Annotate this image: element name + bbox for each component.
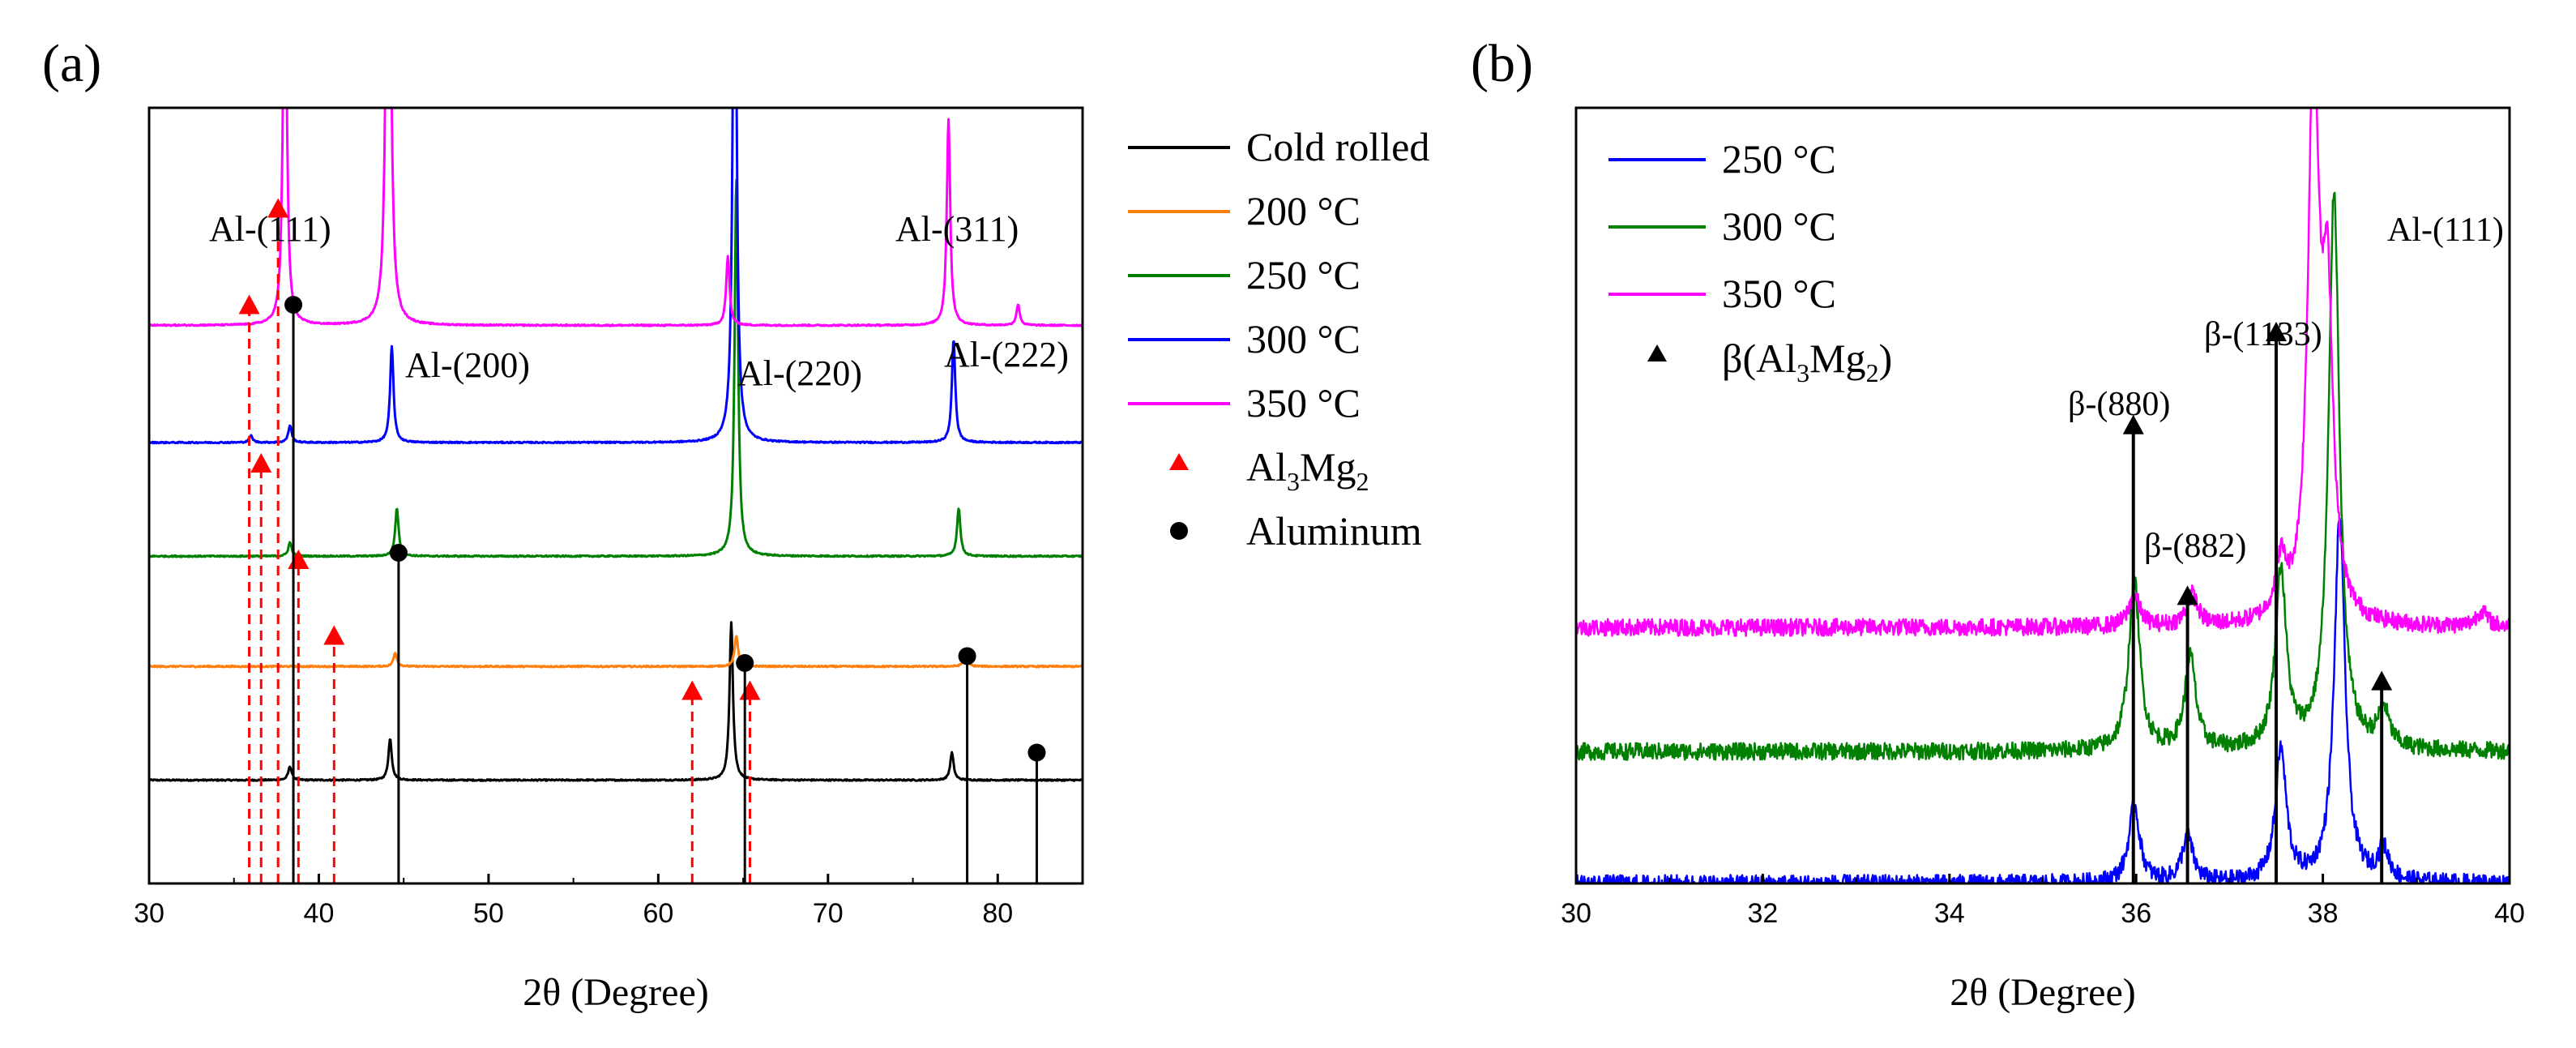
annotation-a-al222: Al-(222) <box>944 335 1069 374</box>
annotation-b-b882: β-(882) <box>2144 528 2246 565</box>
panel-b-label: (b) <box>1471 34 1533 93</box>
x-tick-label: 40 <box>2494 898 2525 929</box>
al3mg2-marker-triangle <box>739 680 761 700</box>
x-tick-label: 60 <box>643 898 673 929</box>
legend-a-label-al3mg2: Al3Mg2 <box>1246 444 1369 496</box>
x-tick-label: 34 <box>1934 898 1965 929</box>
al3mg2-marker-triangle <box>288 550 310 569</box>
x-tick-label: 30 <box>134 898 164 929</box>
legend-a-label-350c: 350 °C <box>1246 380 1361 426</box>
aluminum-marker-dot <box>736 654 754 672</box>
annotation-b-al111: Al-(111) <box>2387 212 2504 249</box>
aluminum-marker-dot <box>1027 743 1046 762</box>
series-line-350-c <box>1576 108 2510 637</box>
x-tick-label: 40 <box>304 898 335 929</box>
x-tick-label: 38 <box>2308 898 2339 929</box>
beta-marker-triangle <box>2371 670 2393 691</box>
x-tick-label: 32 <box>1747 898 1778 929</box>
plot-b-data-area <box>1576 108 2510 883</box>
annotation-a-al200: Al-(200) <box>405 345 530 385</box>
x-tick-label: 50 <box>473 898 504 929</box>
plot-a-data-area <box>149 108 1083 782</box>
legend-a-label-300c: 300 °C <box>1246 316 1361 361</box>
legend-a-label-200c: 200 °C <box>1246 188 1361 233</box>
legend-b-label-300c: 300 °C <box>1722 203 1836 249</box>
beta-marker-triangle <box>2266 321 2287 341</box>
series-line-300-c <box>149 108 1083 445</box>
al3mg2-marker-triangle <box>681 680 703 700</box>
series-line-300-c <box>1576 191 2510 761</box>
annotation-a-al311: Al-(311) <box>895 209 1019 249</box>
legend-a-al3mg2-triangle-icon <box>1169 453 1189 470</box>
legend-a-label-250c: 250 °C <box>1246 252 1361 297</box>
plot-a-markers <box>238 198 1046 883</box>
beta-marker-triangle <box>2122 414 2144 434</box>
series-line-200-c <box>149 635 1083 669</box>
panel-a-label: (a) <box>42 34 101 93</box>
plot-b-markers <box>2122 321 2393 883</box>
plot-a-frame <box>147 106 1084 885</box>
series-line-cold-rolled <box>149 621 1083 782</box>
x-tick-label: 36 <box>2121 898 2151 929</box>
legend-a-label-aluminum: Aluminum <box>1246 508 1422 554</box>
beta-marker-triangle <box>2177 585 2198 605</box>
legend-b-label-350c: 350 °C <box>1722 271 1836 316</box>
plot-a-x-axis-title: 2θ (Degree) <box>523 971 709 1014</box>
x-tick-label: 30 <box>1561 898 1591 929</box>
series-line-250-c <box>1576 517 2510 883</box>
aluminum-marker-dot <box>284 296 303 314</box>
legend-a-label-cold-rolled: Cold rolled <box>1246 124 1429 169</box>
series-line-250-c <box>149 178 1083 558</box>
legend-a-aluminum-dot-icon <box>1170 522 1188 540</box>
series-line-350-c <box>149 108 1083 327</box>
legend-b-label-beta: β(Al3Mg2) <box>1722 336 1892 387</box>
al3mg2-marker-triangle <box>238 294 260 314</box>
annotation-a-al111: Al-(111) <box>209 209 331 249</box>
aluminum-marker-dot <box>958 647 976 665</box>
aluminum-marker-dot <box>389 544 408 562</box>
annotation-a-al220: Al-(220) <box>737 353 862 393</box>
plot-b-x-axis-title: 2θ (Degree) <box>1950 971 2136 1014</box>
plot-b-x-axis: 30 32 34 36 38 40 <box>1561 874 2525 929</box>
x-tick-label: 70 <box>813 898 844 929</box>
annotation-b-b1133: β-(1133) <box>2204 316 2322 353</box>
legend-b-label-250c: 250 °C <box>1722 136 1836 182</box>
al3mg2-marker-triangle <box>267 198 289 218</box>
legend-b-beta-triangle-icon <box>1647 344 1667 361</box>
plot-b-frame <box>1574 106 2511 885</box>
x-tick-label: 80 <box>982 898 1013 929</box>
plot-b-legend: 250 °C 300 °C 350 °C β(Al3Mg2) <box>1608 136 1892 387</box>
al3mg2-marker-triangle <box>250 453 272 473</box>
annotation-b-b880: β-(880) <box>2068 386 2170 423</box>
plot-a-x-axis: 30 40 50 60 70 80 <box>134 874 1013 929</box>
plot-a-legend: Cold rolled 200 °C 250 °C 300 °C 350 °C … <box>1128 124 1429 554</box>
al3mg2-marker-triangle <box>323 625 345 645</box>
